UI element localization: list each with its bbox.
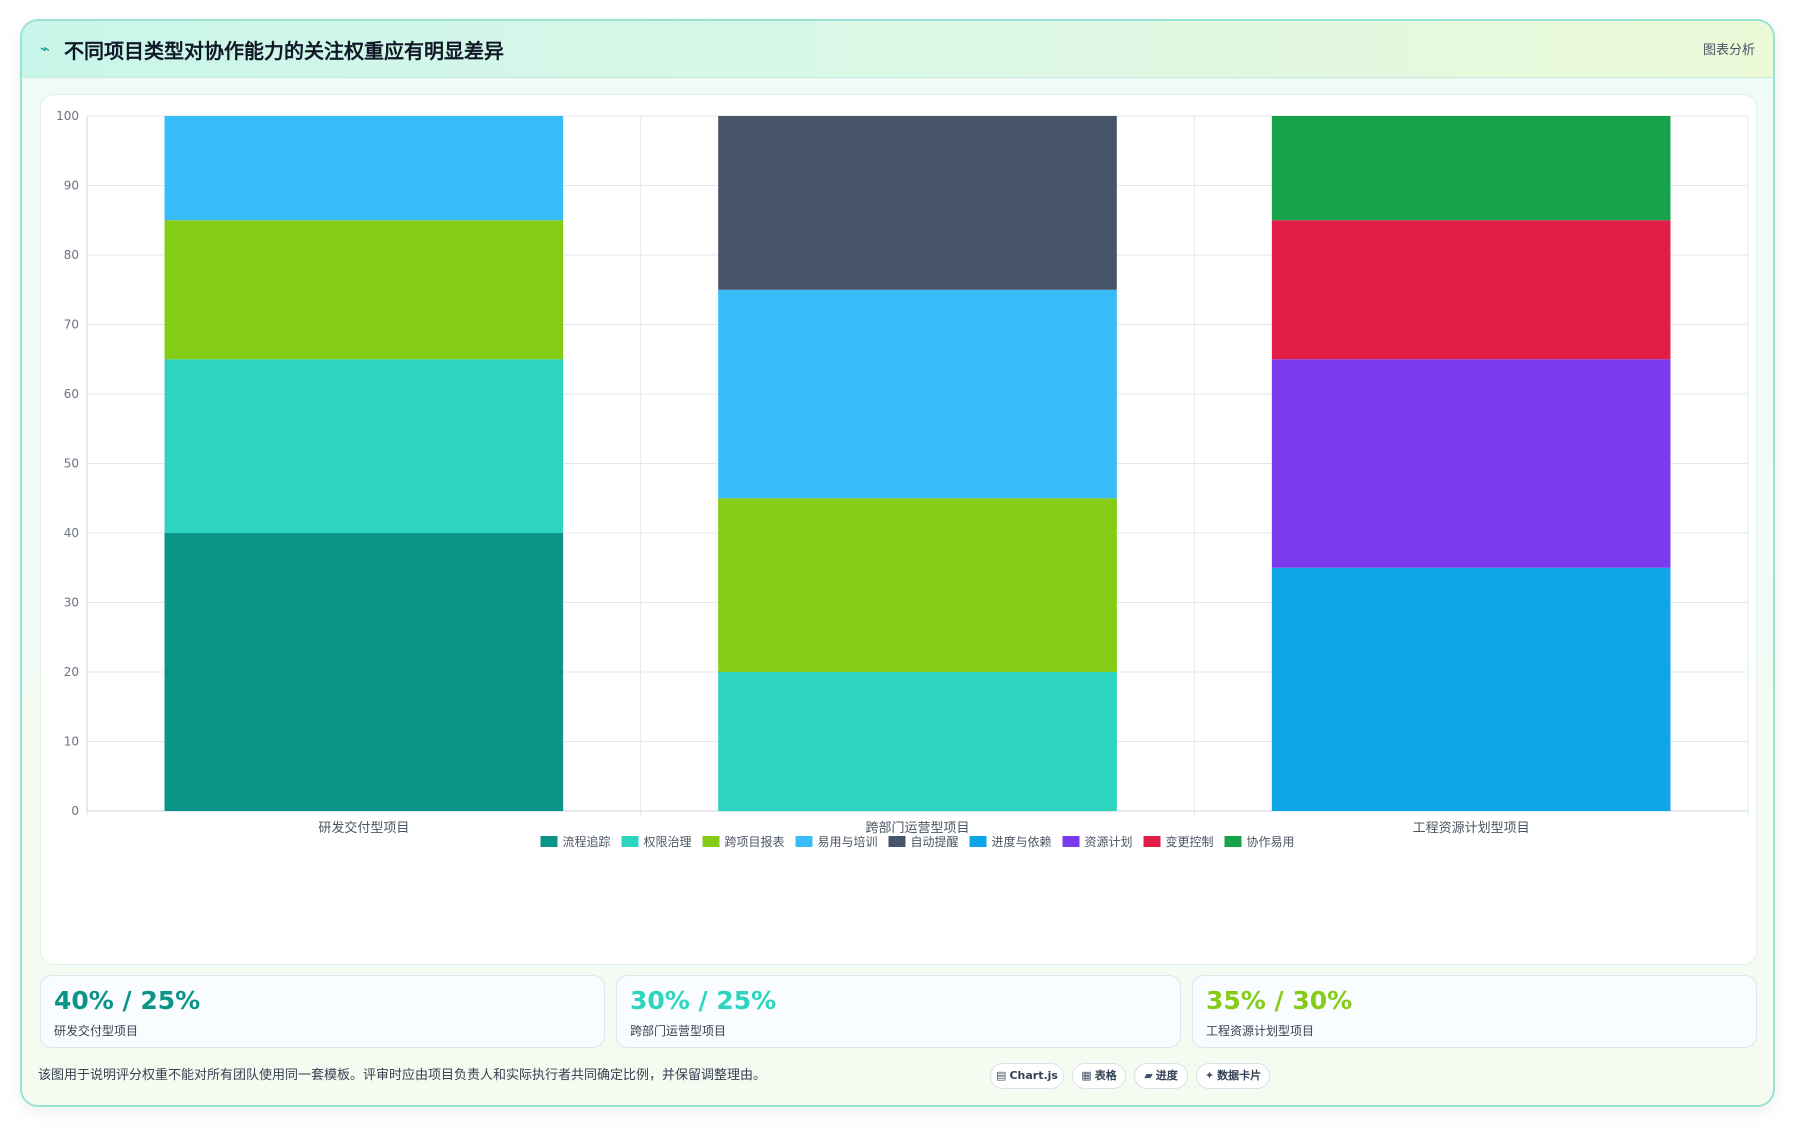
y-tick-label: 0 xyxy=(71,804,79,818)
footer-note: 该图用于说明评分权重不能对所有团队使用同一套模板。评审时应由项目负责人和实际执行… xyxy=(38,1068,767,1083)
y-tick-label: 70 xyxy=(64,318,79,332)
legend-swatch xyxy=(621,836,639,847)
trend-icon: ⌁ xyxy=(40,39,50,58)
x-tick-label: 研发交付型项目 xyxy=(318,820,409,836)
x-tick-label: 跨部门运营型项目 xyxy=(865,821,969,836)
y-tick-label: 50 xyxy=(64,457,79,471)
legend-label: 变更控制 xyxy=(1166,834,1214,849)
legend-label: 权限治理 xyxy=(644,835,692,849)
legend-swatch xyxy=(1062,836,1080,847)
chart-card: ⌁ 不同项目类型对协作能力的关注权重应有明显差异 图表分析 0 10 20 30 40 5… xyxy=(20,19,1775,1107)
bar-segment xyxy=(164,359,564,533)
chip-label: 表格 xyxy=(1094,1069,1117,1082)
bar-segment xyxy=(164,220,564,360)
stat-card-rd: 40% / 25% 研发交付型项目 xyxy=(40,975,605,1048)
chart-icon: ▤ xyxy=(996,1069,1007,1082)
stat-label: 研发交付型项目 xyxy=(54,1024,139,1038)
bar-segment xyxy=(718,498,1117,672)
chip-label: Chart.js xyxy=(1009,1069,1058,1082)
legend-swatch xyxy=(1224,836,1242,847)
legend-label: 跨项目报表 xyxy=(725,834,785,849)
y-tick-label: 80 xyxy=(64,248,79,262)
legend-label: 协作易用 xyxy=(1247,834,1295,849)
chip-label: 进度 xyxy=(1155,1069,1178,1082)
legend-swatch xyxy=(888,836,906,847)
bar-segment xyxy=(718,672,1117,811)
legend-swatch xyxy=(1143,836,1161,847)
bar-segment xyxy=(1271,220,1671,360)
chart-analysis-tag: 图表分析 xyxy=(1702,43,1755,58)
stat-card-eng: 35% / 30% 工程资源计划型项目 xyxy=(1192,975,1757,1048)
legend-swatch xyxy=(702,836,720,847)
chip-data-card[interactable]: ✦ 数据卡片 xyxy=(1196,1063,1270,1089)
bar-segment xyxy=(1271,567,1671,811)
y-tick-label: 10 xyxy=(64,735,79,749)
page-title: 不同项目类型对协作能力的关注权重应有明显差异 xyxy=(64,39,504,63)
card-header: ⌁ 不同项目类型对协作能力的关注权重应有明显差异 图表分析 xyxy=(22,21,1773,78)
y-tick-label: 60 xyxy=(64,387,79,401)
stat-value: 40% / 25% xyxy=(54,986,201,1015)
stat-label: 跨部门运营型项目 xyxy=(630,1024,727,1038)
y-tick-label: 20 xyxy=(64,665,79,679)
chart-panel: 0 10 20 30 40 50 60 70 80 90 100 研发交付型项目 跨部门运营型项目 工程资… xyxy=(40,94,1757,965)
bar-segment xyxy=(164,533,564,811)
y-tick-label: 90 xyxy=(64,179,79,193)
sparkle-icon: ✦ xyxy=(1204,1069,1215,1082)
stat-card-ops: 30% / 25% 跨部门运营型项目 xyxy=(616,975,1181,1048)
bar-segment xyxy=(718,116,1117,290)
stacked-bar-chart: 0 10 20 30 40 50 60 70 80 90 100 研发交付型项目 跨部门运营型项目 工程资… xyxy=(56,109,1749,849)
legend-swatch xyxy=(969,836,987,847)
legend-swatch xyxy=(540,836,558,847)
chip-chartjs[interactable]: ▤ Chart.js xyxy=(990,1063,1064,1089)
stat-value: 35% / 30% xyxy=(1206,986,1353,1015)
bar-segment xyxy=(1271,359,1671,568)
stat-label: 工程资源计划型项目 xyxy=(1206,1024,1315,1038)
y-tick-label: 40 xyxy=(64,526,79,540)
chip-label: 数据卡片 xyxy=(1217,1069,1262,1082)
legend-label: 易用与培训 xyxy=(818,834,878,849)
chip-progress[interactable]: ▰ 进度 xyxy=(1134,1063,1188,1089)
bar-segment xyxy=(1271,116,1671,221)
legend-label: 流程追踪 xyxy=(563,834,611,849)
bar-segment xyxy=(718,289,1117,499)
y-tick-label: 100 xyxy=(56,109,79,123)
stat-cards: 40% / 25% 研发交付型项目 30% / 25% 跨部门运营型项目 35%… xyxy=(40,975,1757,1049)
bar-segment xyxy=(164,116,564,221)
stat-value: 30% / 25% xyxy=(630,986,777,1015)
legend-label: 自动提醒 xyxy=(911,834,959,849)
legend-swatch xyxy=(795,836,813,847)
chip-table[interactable]: ▦ 表格 xyxy=(1072,1063,1126,1089)
x-tick-label: 工程资源计划型项目 xyxy=(1413,821,1530,836)
y-tick-label: 30 xyxy=(64,596,79,610)
legend-label: 资源计划 xyxy=(1085,835,1133,849)
table-icon: ▦ xyxy=(1081,1069,1092,1082)
progress-icon: ▰ xyxy=(1144,1069,1153,1082)
legend-label: 进度与依赖 xyxy=(992,834,1052,849)
